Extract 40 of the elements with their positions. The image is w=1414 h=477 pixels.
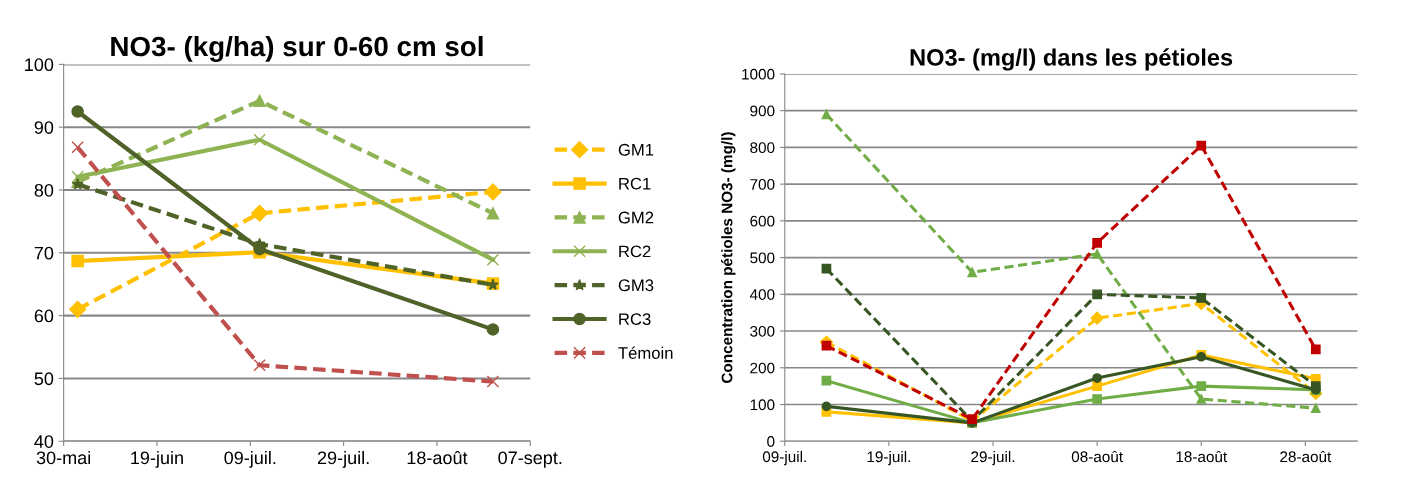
- x-tick-label: 18-août: [1176, 450, 1228, 463]
- chart-title: NO3- (kg/ha) sur 0-60 cm sol: [111, 35, 483, 62]
- x-tick-label: 09-juil.: [224, 450, 276, 468]
- legend-label: RC2: [619, 245, 651, 258]
- y-tick-label: 500: [750, 252, 775, 264]
- y-tick-label: 40: [34, 435, 54, 448]
- y-tick-label: 0: [767, 436, 775, 447]
- y-tick-label: 900: [750, 105, 775, 117]
- y-axis-title: Concentration pétioles NO3- (mg/l): [721, 132, 736, 383]
- y-tick-label: 1000: [742, 68, 775, 80]
- x-tick-label: 28-août: [1280, 450, 1332, 463]
- y-tick-label: 90: [34, 121, 54, 134]
- y-tick-label: 400: [749, 289, 775, 300]
- x-tick-label: 18-août: [407, 450, 468, 465]
- y-tick-label: 70: [34, 246, 54, 260]
- y-tick-label: 800: [750, 142, 775, 154]
- legend-label: GM1: [618, 143, 654, 156]
- x-tick-label: 29-juil.: [971, 450, 1015, 466]
- x-tick-label: 29-juil.: [317, 450, 369, 468]
- y-tick-label: 100: [750, 399, 775, 411]
- y-tick-label: 80: [34, 183, 54, 197]
- legend-label: GM3: [618, 279, 654, 292]
- y-tick-label: 60: [34, 309, 54, 323]
- y-tick-label: 100: [25, 58, 54, 72]
- y-tick-label: 300: [750, 325, 775, 337]
- x-tick-label: 08-août: [1071, 450, 1123, 463]
- x-tick-label: 30-mai: [36, 450, 91, 465]
- x-tick-label: 07-sept.: [498, 451, 562, 468]
- y-tick-label: 700: [750, 178, 775, 190]
- y-tick-label: 50: [34, 372, 54, 386]
- x-tick-label: 19-juin: [131, 450, 183, 468]
- legend-label: Témoin: [618, 346, 673, 359]
- legend-label: RC3: [619, 313, 651, 326]
- legend-label: GM2: [618, 211, 654, 224]
- chart-title: NO3- (mg/l) dans les pétioles: [910, 48, 1233, 71]
- x-tick-label: 19-juil.: [867, 450, 910, 466]
- y-tick-label: 200: [750, 362, 775, 374]
- y-tick-label: 600: [750, 215, 775, 227]
- x-tick-label: 09-juil.: [762, 450, 806, 466]
- legend-label: RC1: [619, 177, 651, 190]
